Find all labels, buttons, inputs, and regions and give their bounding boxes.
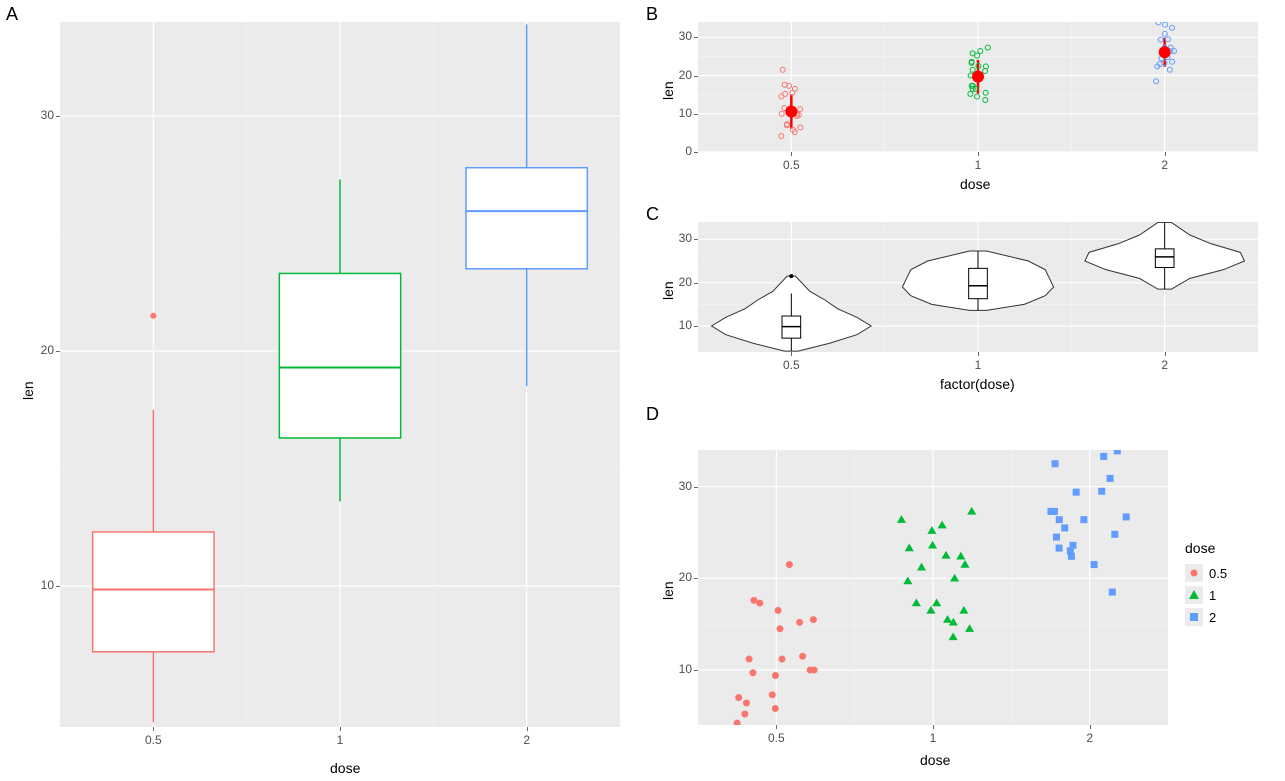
y-tick-label: 10 (30, 578, 54, 592)
x-tick-label: 2 (1070, 731, 1110, 745)
y-tick-label: 20 (30, 343, 54, 357)
x-tick-label: 2 (1145, 358, 1185, 372)
y-tick-label: 10 (668, 662, 692, 676)
legend-title: dose (1185, 540, 1227, 556)
y-tick-label: 30 (30, 108, 54, 122)
panel-a-xlabel: dose (330, 760, 360, 776)
panel-a-label: A (6, 4, 18, 25)
panel-a-plot (60, 22, 620, 727)
x-tick-label: 0.5 (771, 358, 811, 372)
y-tick-label: 20 (668, 570, 692, 584)
panel-d-label: D (646, 404, 659, 425)
x-tick-label: 0.5 (771, 158, 811, 172)
panel-c-plot (698, 222, 1258, 352)
panel-d-xlabel: dose (920, 752, 950, 768)
y-tick-label: 30 (668, 29, 692, 43)
legend-item: 0.5 (1185, 562, 1227, 584)
panel-a: A len dose 10 20 30 0.5 1 2 (0, 0, 640, 781)
panel-b-plot (698, 22, 1258, 152)
y-tick-label: 10 (668, 318, 692, 332)
x-tick-label: 1 (320, 733, 360, 747)
x-tick-label: 1 (913, 731, 953, 745)
panel-c: C len factor(dose) 1020300.512 (640, 200, 1285, 400)
panel-d: D len dose dose 0.512 1020300.512 (640, 400, 1285, 781)
panel-b-xlabel: dose (960, 176, 990, 192)
x-tick-label: 1 (958, 158, 998, 172)
x-tick-label: 0.5 (133, 733, 173, 747)
panel-a-ylabel: len (20, 381, 36, 400)
x-tick-label: 2 (1145, 158, 1185, 172)
y-tick-label: 30 (668, 479, 692, 493)
panel-d-legend: dose 0.5 1 2 (1185, 540, 1227, 628)
y-tick-label: 20 (668, 68, 692, 82)
legend-label: 0.5 (1209, 566, 1227, 581)
panel-b-ylabel: len (660, 81, 676, 100)
legend-item: 2 (1185, 606, 1227, 628)
panel-c-xlabel: factor(dose) (940, 376, 1015, 392)
y-tick-label: 0 (668, 144, 692, 158)
x-tick-label: 2 (507, 733, 547, 747)
panel-c-label: C (646, 204, 659, 225)
legend-label: 1 (1209, 588, 1216, 603)
y-tick-label: 20 (668, 275, 692, 289)
y-tick-label: 10 (668, 106, 692, 120)
panel-d-plot (698, 450, 1168, 725)
legend-item: 1 (1185, 584, 1227, 606)
x-tick-label: 1 (958, 358, 998, 372)
legend-label: 2 (1209, 610, 1216, 625)
panel-b: B len dose 0 10 20 30 0.5 1 2 (640, 0, 1285, 200)
panel-b-label: B (646, 4, 658, 25)
y-tick-label: 30 (668, 231, 692, 245)
x-tick-label: 0.5 (756, 731, 796, 745)
